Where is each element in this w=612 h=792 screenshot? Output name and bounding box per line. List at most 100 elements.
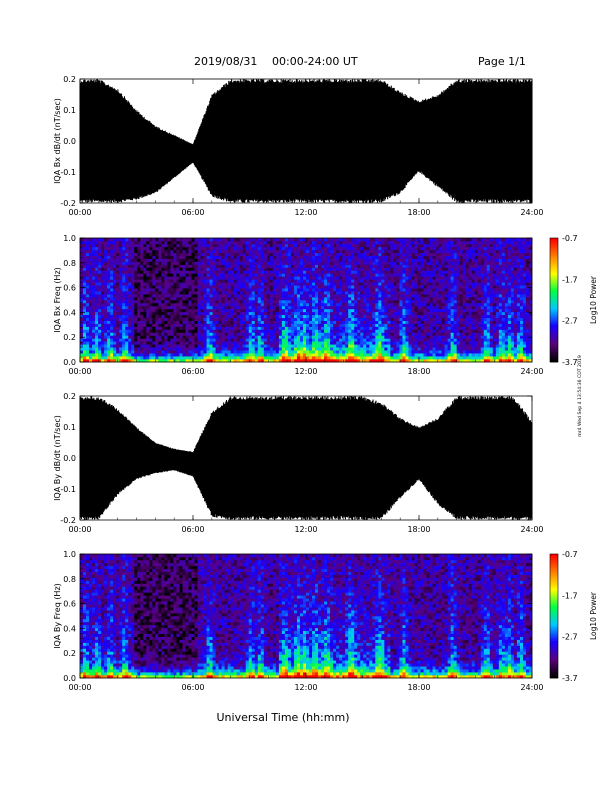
heatmap-cell xyxy=(182,252,186,257)
heatmap-cell xyxy=(125,317,129,321)
heatmap-cell xyxy=(417,335,421,339)
heatmap-cell xyxy=(408,279,412,283)
heatmap-cell xyxy=(107,332,111,336)
heatmap-cell xyxy=(185,291,189,295)
heatmap-cell xyxy=(372,329,376,333)
heatmap-cell xyxy=(278,311,283,316)
heatmap-cell xyxy=(296,264,301,268)
heatmap-cell xyxy=(390,243,394,248)
heatmap-cell xyxy=(149,291,153,295)
heatmap-cell xyxy=(95,302,99,307)
heatmap-cell xyxy=(83,326,87,330)
heatmap-cell xyxy=(390,329,394,333)
heatmap-cell xyxy=(345,243,349,248)
heatmap-cell xyxy=(185,305,189,310)
heatmap-cell xyxy=(212,350,216,354)
heatmap-cell xyxy=(185,341,189,345)
heatmap-cell xyxy=(251,258,256,262)
heatmap-cell xyxy=(351,288,355,292)
heatmap-cell xyxy=(330,279,334,283)
heatmap-cell xyxy=(321,291,325,295)
heatmap-cell xyxy=(149,326,153,330)
heatmap-cell xyxy=(191,294,195,298)
heatmap-cell xyxy=(143,347,147,351)
heatmap-cell xyxy=(299,329,304,333)
heatmap-cell xyxy=(396,300,400,304)
heatmap-cell xyxy=(351,243,355,248)
heatmap-cell xyxy=(158,238,162,242)
heatmap-cell xyxy=(134,329,138,333)
heatmap-cell xyxy=(185,246,189,251)
heatmap-cell xyxy=(269,350,274,354)
page-label: Page 1/1 xyxy=(478,55,526,68)
heatmap-cell xyxy=(149,311,153,316)
heatmap-cell xyxy=(227,238,231,242)
heatmap-cell xyxy=(98,314,102,319)
heatmap-cell xyxy=(233,359,237,363)
heatmap-cell xyxy=(122,332,126,336)
heatmap-cell xyxy=(363,261,367,265)
heatmap-cell xyxy=(179,356,183,360)
heatmap-cell xyxy=(164,314,168,319)
heatmap-cell xyxy=(318,270,322,274)
heatmap-cell xyxy=(122,308,126,313)
heatmap-cell xyxy=(173,246,177,251)
heatmap-cell xyxy=(101,288,105,292)
heatmap-cell xyxy=(164,285,168,289)
heatmap-cell xyxy=(146,240,150,245)
heatmap-cell xyxy=(348,276,352,280)
heatmap-cell xyxy=(203,308,207,313)
heatmap-cell xyxy=(182,311,186,316)
heatmap-cell xyxy=(381,246,385,251)
heatmap-cell xyxy=(417,314,421,319)
heatmap-cell xyxy=(218,243,222,248)
heatmap-cell xyxy=(242,305,247,310)
heatmap-cell xyxy=(236,288,240,292)
heatmap-cell xyxy=(369,255,373,259)
heatmap-cell xyxy=(378,350,382,354)
heatmap-cell xyxy=(378,288,382,292)
heatmap-cell xyxy=(381,282,385,286)
heatmap-cell xyxy=(182,297,186,301)
heatmap-cell xyxy=(405,282,409,286)
heatmap-cell xyxy=(293,359,298,363)
heatmap-cell xyxy=(287,270,292,274)
heatmap-cell xyxy=(324,353,328,357)
heatmap-cell xyxy=(143,344,147,348)
heatmap-cell xyxy=(387,267,391,271)
heatmap-cell xyxy=(287,240,292,245)
heatmap-cell xyxy=(302,356,307,360)
heatmap-cell xyxy=(363,329,367,333)
heatmap-cell xyxy=(179,240,183,245)
heatmap-cell xyxy=(80,273,84,277)
heatmap-cell xyxy=(432,359,436,363)
heatmap-cell xyxy=(281,347,286,351)
heatmap-cell xyxy=(146,294,150,298)
heatmap-cell xyxy=(155,344,159,348)
heatmap-cell xyxy=(236,308,240,313)
heatmap-cell xyxy=(408,255,412,259)
heatmap-cell xyxy=(92,329,96,333)
heatmap-cell xyxy=(284,246,289,251)
heatmap-cell xyxy=(426,258,430,262)
heatmap-cell xyxy=(281,240,286,245)
heatmap-cell xyxy=(426,291,430,295)
heatmap-cell xyxy=(399,267,403,271)
heatmap-cell xyxy=(299,270,304,274)
heatmap-cell xyxy=(167,353,171,357)
heatmap-cell xyxy=(251,347,256,351)
heatmap-cell xyxy=(170,258,174,262)
heatmap-cell xyxy=(251,240,256,245)
heatmap-cell xyxy=(221,294,225,298)
heatmap-cell xyxy=(378,341,382,345)
heatmap-cell xyxy=(363,291,367,295)
heatmap-cell xyxy=(164,279,168,283)
heatmap-cell xyxy=(269,273,274,277)
heatmap-cell xyxy=(363,243,367,248)
heatmap-cell xyxy=(206,273,210,277)
heatmap-cell xyxy=(260,308,265,313)
heatmap-cell xyxy=(426,302,430,307)
heatmap-cell xyxy=(369,282,373,286)
heatmap-cell xyxy=(333,243,337,248)
heatmap-cell xyxy=(278,243,283,248)
